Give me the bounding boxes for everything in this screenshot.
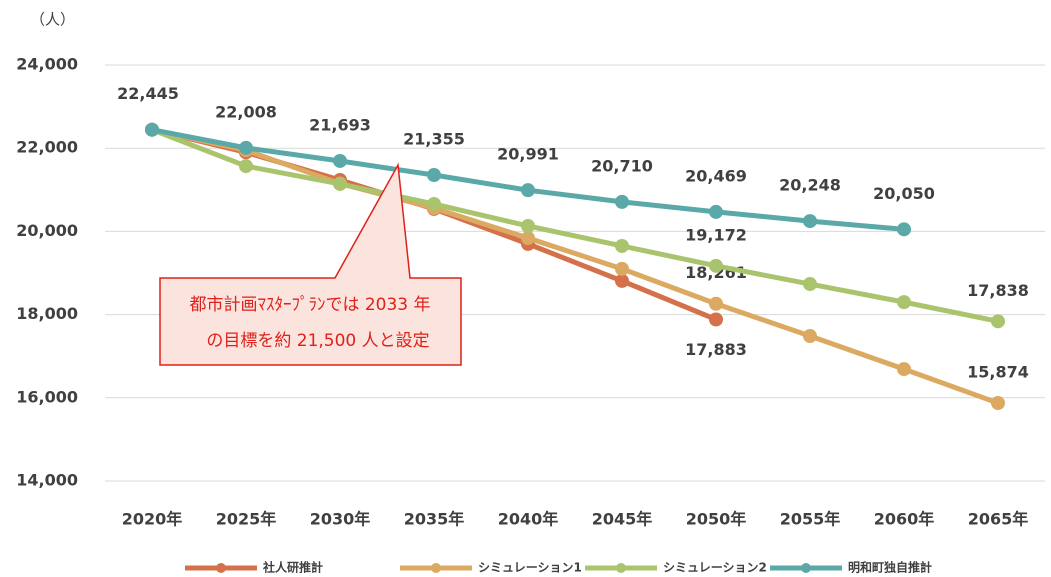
marker [803,214,817,229]
marker [803,277,817,292]
data-label: 15,874 [967,363,1029,382]
marker [239,159,253,174]
marker [145,122,159,137]
marker [615,261,629,276]
marker [709,296,723,311]
marker [991,314,1005,329]
data-label: 20,710 [591,156,653,175]
y-tick-label: 24,000 [16,55,78,74]
marker [897,362,911,377]
marker [521,218,535,233]
marker [709,204,723,219]
data-label: 20,050 [873,184,935,203]
data-label: 21,355 [403,130,465,149]
data-label: 17,838 [967,281,1029,300]
legend-label: 明和町独自推計 [848,560,932,575]
annotation: 都市計画ﾏｽﾀｰﾌﾟﾗﾝでは 2033 年 [189,295,430,315]
marker [615,238,629,253]
x-tick-label: 2020年 [122,510,183,529]
legend-label: シミュレーション1 [478,561,582,575]
marker [427,196,441,211]
y-tick-label: 16,000 [16,387,78,406]
data-label: 19,172 [685,225,747,244]
marker [803,329,817,344]
x-tick-label: 2030年 [310,510,371,529]
annotation: の目標を約 21,500 人と設定 [206,331,429,351]
marker [897,222,911,237]
legend-label: 社人研推計 [262,560,323,575]
x-tick-label: 2045年 [592,510,653,529]
x-tick-label: 2065年 [968,510,1029,529]
series-line [151,127,999,324]
marker [615,194,629,209]
marker [521,231,535,246]
x-tick-label: 2060年 [874,510,935,529]
data-label: 20,469 [685,166,747,185]
y-unit: （人） [30,11,75,29]
plot: 14,000 16,000 18,000 20,000 22,000 24,000 2020… [16,55,1045,575]
marker [521,183,535,198]
data-label: 20,248 [779,176,841,195]
marker [239,140,253,155]
data-label: 20,991 [497,145,559,164]
marker [709,258,723,273]
legend-label: シミュレーション2 [663,561,767,575]
y-tick-label: 14,000 [16,471,78,490]
x-tick-label: 2055年 [780,510,841,529]
x-tick-label: 2040年 [498,510,559,529]
data-label: 17,883 [685,340,747,359]
marker [897,295,911,310]
data-label: 22,445 [117,84,179,103]
marker [333,176,347,191]
callout [159,162,462,366]
legend-marker [431,563,441,573]
marker [709,312,723,327]
x-tick-label: 2035年 [404,510,465,529]
data-label: 22,008 [215,102,277,121]
legend-marker [216,563,226,573]
y-tick-label: 18,000 [16,304,78,323]
marker [991,396,1005,411]
marker [427,168,441,183]
y-tick-label: 20,000 [16,221,78,240]
series-line [151,127,999,406]
x-tick-label: 2025年 [216,510,277,529]
legend-marker [616,563,626,573]
y-tick-label: 22,000 [16,138,78,157]
x-tick-label: 2050年 [686,510,747,529]
marker [333,153,347,168]
legend-marker [801,563,811,573]
data-label: 21,693 [309,115,371,134]
marker [615,273,629,288]
